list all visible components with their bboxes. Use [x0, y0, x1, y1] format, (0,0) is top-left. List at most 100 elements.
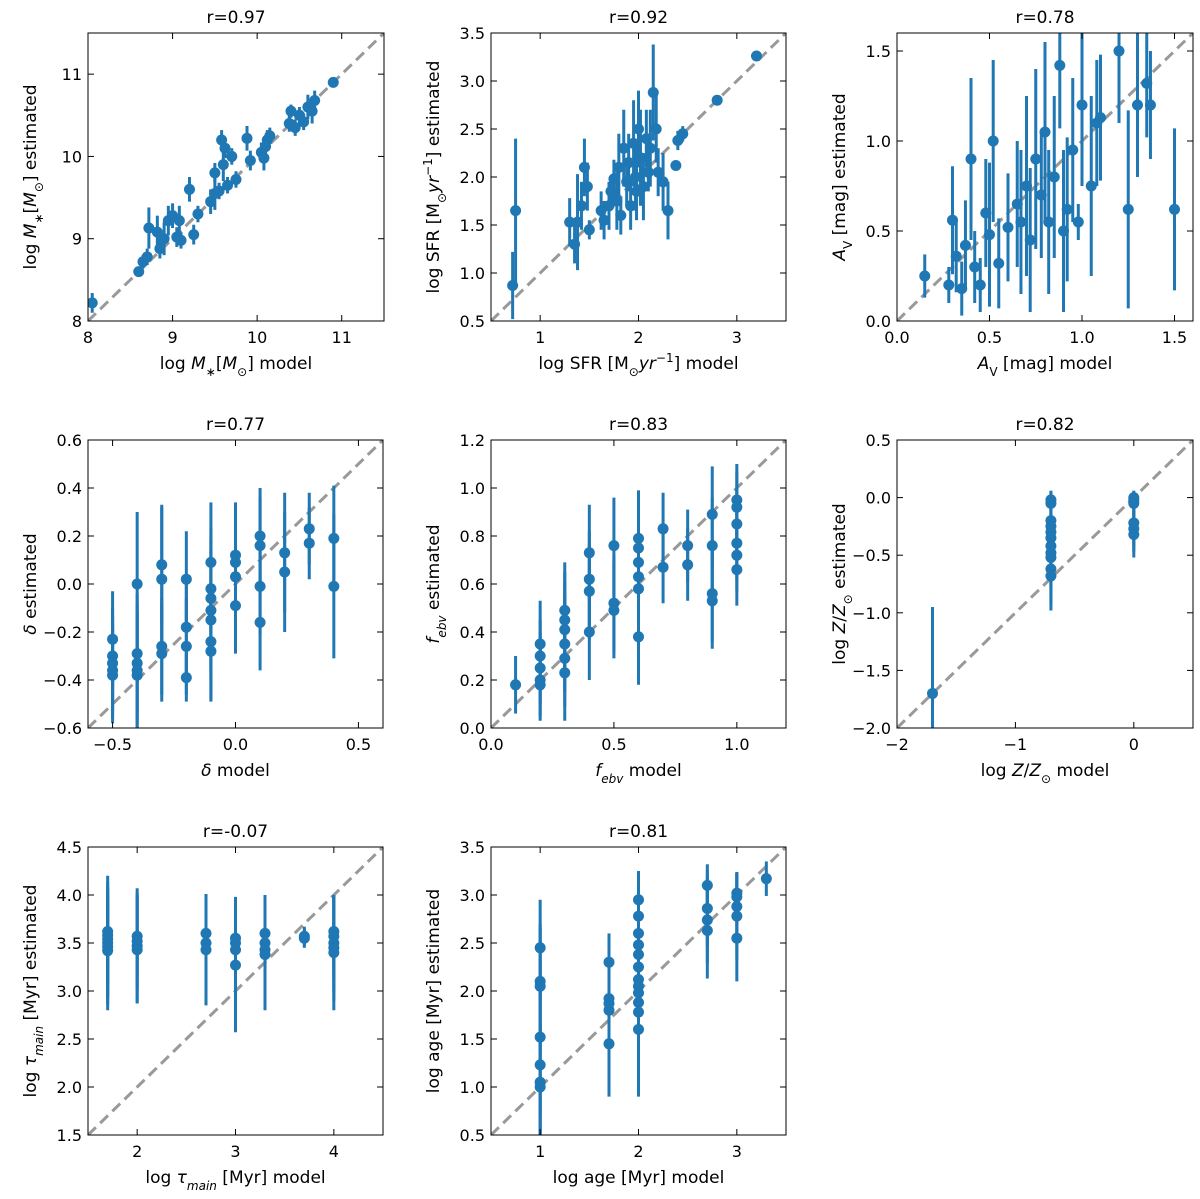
scatter-panel-2: 1 2 3 0.5 1.0 1.5 2.0 2.5 3.0 3.5 r=0.92 log SFR [M…	[421, 8, 787, 379]
data-point	[107, 633, 119, 645]
data-point	[141, 251, 153, 263]
y-tick-label: 0.5	[866, 431, 891, 450]
panel-title: r=0.97	[206, 8, 265, 28]
data-point	[959, 239, 971, 251]
data-point	[633, 894, 644, 906]
data-point	[987, 135, 999, 147]
data-point	[598, 214, 610, 226]
y-tick-label: 1.5	[57, 1126, 82, 1145]
data-point	[1054, 59, 1066, 71]
data-point	[731, 549, 743, 561]
data-point	[731, 891, 743, 903]
data-point	[633, 123, 644, 135]
plot-area	[491, 440, 786, 728]
x-tick-label: 8	[83, 328, 93, 347]
y-axis-label: log τmain [Myr] estimated	[21, 885, 46, 1098]
data-point	[205, 636, 217, 648]
y-tick-label: 0.0	[866, 312, 891, 331]
data-point	[701, 925, 713, 937]
data-point	[677, 128, 689, 140]
data-point	[1061, 203, 1073, 215]
y-tick-label: 1.5	[460, 216, 485, 235]
data-point	[154, 243, 166, 255]
data-point	[1067, 144, 1079, 156]
scatter-panel-7: 2 3 4 1.5 2.0 2.5 3.0 3.5 4.0 4.5 r=-0.07 log τmain…	[21, 822, 384, 1193]
scatter-panel-8: 1 2 3 0.5 1.0 1.5 2.0 2.5 3.0 3.5 r=0.81 log age [M…	[424, 822, 787, 1188]
data-point	[143, 222, 155, 234]
data-point	[611, 195, 623, 207]
data-point	[760, 873, 772, 885]
data-point	[254, 616, 266, 628]
data-point	[731, 564, 743, 576]
data-point	[230, 556, 241, 568]
data-point	[303, 523, 315, 535]
data-point	[711, 94, 723, 106]
data-point	[943, 279, 955, 291]
y-axis-label: febv estimated	[424, 524, 449, 643]
y-tick-label: 0.4	[460, 623, 485, 642]
data-point	[603, 956, 615, 968]
y-tick-label: 3.0	[57, 982, 82, 1001]
data-point	[180, 573, 192, 585]
data-point	[200, 944, 212, 956]
data-point	[1039, 126, 1051, 138]
data-point	[633, 927, 644, 939]
data-point	[205, 583, 217, 595]
x-tick-label: 9	[167, 328, 177, 347]
data-point	[230, 959, 241, 971]
data-point	[630, 171, 642, 183]
data-point	[919, 270, 931, 282]
x-tick-label: 0.0	[223, 735, 248, 754]
y-tick-label: 2.5	[57, 1030, 82, 1049]
x-axis-label: δ model	[201, 761, 270, 781]
plot-area	[897, 440, 1193, 728]
data-point	[205, 604, 217, 616]
y-tick-label: 2.5	[460, 120, 485, 139]
data-point	[230, 600, 241, 612]
x-tick-label: 10	[247, 328, 267, 347]
data-point	[644, 142, 656, 154]
data-point	[569, 238, 581, 250]
y-tick-label: 0.6	[460, 575, 485, 594]
data-point	[621, 176, 633, 188]
data-point	[1024, 234, 1036, 246]
plot-area	[88, 440, 383, 728]
data-point	[657, 176, 669, 188]
data-point	[572, 216, 584, 228]
data-point	[192, 208, 204, 220]
data-point	[633, 997, 644, 1009]
data-point	[559, 667, 571, 679]
y-tick-label: 0.0	[866, 489, 891, 508]
x-tick-label: 1.0	[1069, 328, 1094, 347]
data-point	[289, 122, 301, 134]
data-point	[559, 614, 571, 626]
data-point	[731, 910, 743, 922]
plot-area	[88, 847, 383, 1135]
x-axis-label: log age [Myr] model	[553, 1168, 725, 1188]
x-tick-label: −0.5	[93, 735, 132, 754]
plot-area	[491, 847, 786, 1135]
x-tick-label: −2	[885, 735, 909, 754]
data-point	[1030, 153, 1042, 165]
y-tick-label: 0.5	[460, 1126, 485, 1145]
x-tick-label: 1.0	[724, 735, 749, 754]
x-tick-label: 1	[535, 328, 545, 347]
x-tick-label: 2	[132, 1142, 142, 1161]
x-axis-label: log M∗[M⊙] model	[160, 354, 312, 379]
data-point	[534, 980, 546, 992]
y-tick-label: 2.0	[460, 168, 485, 187]
y-tick-label: 0.0	[460, 719, 485, 738]
data-point	[151, 226, 163, 238]
data-point	[258, 152, 270, 164]
y-tick-label: 0.5	[866, 222, 891, 241]
data-point	[731, 537, 743, 549]
y-tick-label: 1.5	[460, 1030, 485, 1049]
data-point	[575, 200, 587, 212]
y-axis-label: log M∗[M⊙] estimated	[21, 84, 46, 269]
data-point	[1085, 180, 1097, 192]
data-point	[534, 942, 546, 954]
data-point	[131, 669, 143, 681]
data-point	[637, 181, 649, 193]
data-point	[131, 648, 143, 660]
